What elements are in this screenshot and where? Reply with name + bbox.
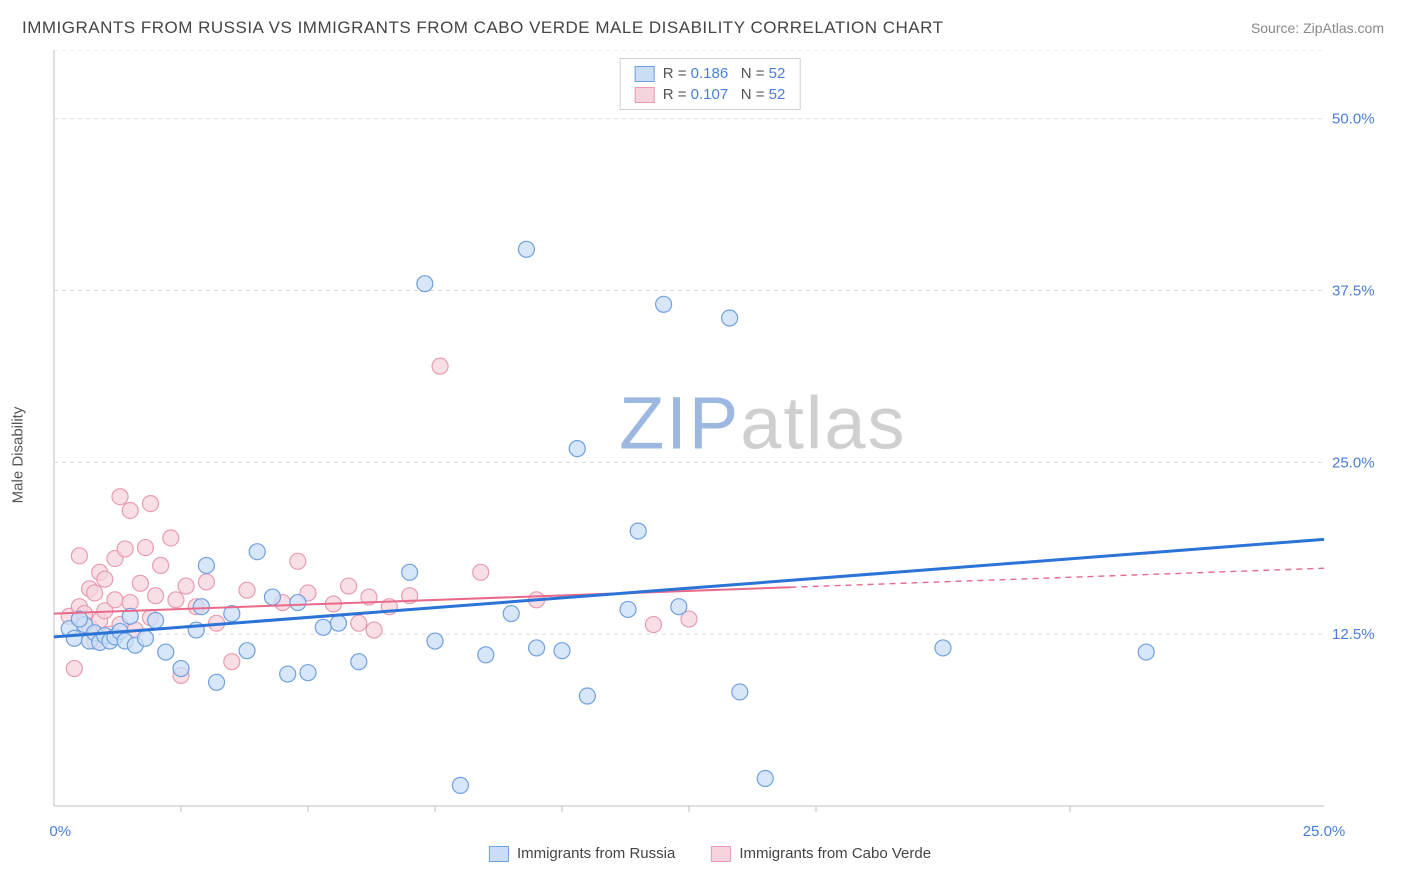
legend-swatch <box>711 846 731 862</box>
y-axis-label: Male Disability <box>10 407 27 504</box>
svg-text:25.0%: 25.0% <box>1303 823 1346 840</box>
svg-text:12.5%: 12.5% <box>1332 626 1375 643</box>
correlation-legend: R = 0.186 N = 52 R = 0.107 N = 52 <box>620 58 801 110</box>
legend-stats: R = 0.186 N = 52 <box>663 65 786 82</box>
svg-text:37.5%: 37.5% <box>1332 283 1375 300</box>
svg-text:25.0%: 25.0% <box>1332 454 1375 471</box>
legend-swatch <box>635 87 655 103</box>
series-legend-item: Immigrants from Russia <box>489 845 675 862</box>
correlation-legend-row: R = 0.107 N = 52 <box>635 84 786 105</box>
series-legend-item: Immigrants from Cabo Verde <box>711 845 931 862</box>
source-label: Source: ZipAtlas.com <box>1251 20 1384 36</box>
legend-stats: R = 0.107 N = 52 <box>663 86 786 103</box>
series-name: Immigrants from Cabo Verde <box>739 845 931 862</box>
series-legend: Immigrants from Russia Immigrants from Ca… <box>489 845 931 862</box>
chart-title: IMMIGRANTS FROM RUSSIA VS IMMIGRANTS FRO… <box>22 18 943 38</box>
legend-swatch <box>635 66 655 82</box>
svg-text:0.0%: 0.0% <box>50 823 71 840</box>
legend-swatch <box>489 846 509 862</box>
svg-text:50.0%: 50.0% <box>1332 111 1375 128</box>
chart-container: Male Disability 12.5%25.0%37.5%50.0%0.0%… <box>50 50 1370 860</box>
correlation-legend-row: R = 0.186 N = 52 <box>635 63 786 84</box>
series-name: Immigrants from Russia <box>517 845 675 862</box>
scatter-chart: 12.5% 25.0% 37.5% 50.0% 0.0% 25.0% <box>50 50 1380 844</box>
